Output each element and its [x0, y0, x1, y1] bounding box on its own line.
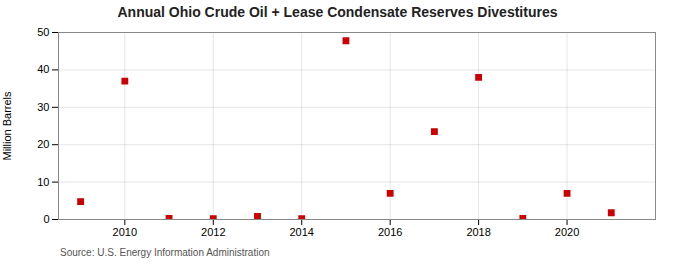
svg-text:2016: 2016: [378, 226, 402, 238]
svg-text:2018: 2018: [466, 226, 490, 238]
svg-text:40: 40: [37, 63, 49, 75]
svg-text:10: 10: [37, 176, 49, 188]
svg-text:2020: 2020: [555, 226, 579, 238]
svg-text:Million Barrels: Million Barrels: [1, 91, 13, 161]
svg-text:30: 30: [37, 101, 49, 113]
svg-text:2010: 2010: [113, 226, 137, 238]
svg-text:20: 20: [37, 138, 49, 150]
html-text:Source: U.S. Energy Informatio: Source: U.S. Energy Information Administ…: [60, 247, 270, 258]
svg-text:2014: 2014: [289, 226, 313, 238]
svg-text:50: 50: [37, 26, 49, 38]
html-text:Annual Ohio Crude Oil + Lease: Annual Ohio Crude Oil + Lease Condensate…: [117, 4, 558, 20]
svg-text:0: 0: [43, 213, 49, 225]
svg-text:2012: 2012: [201, 226, 225, 238]
